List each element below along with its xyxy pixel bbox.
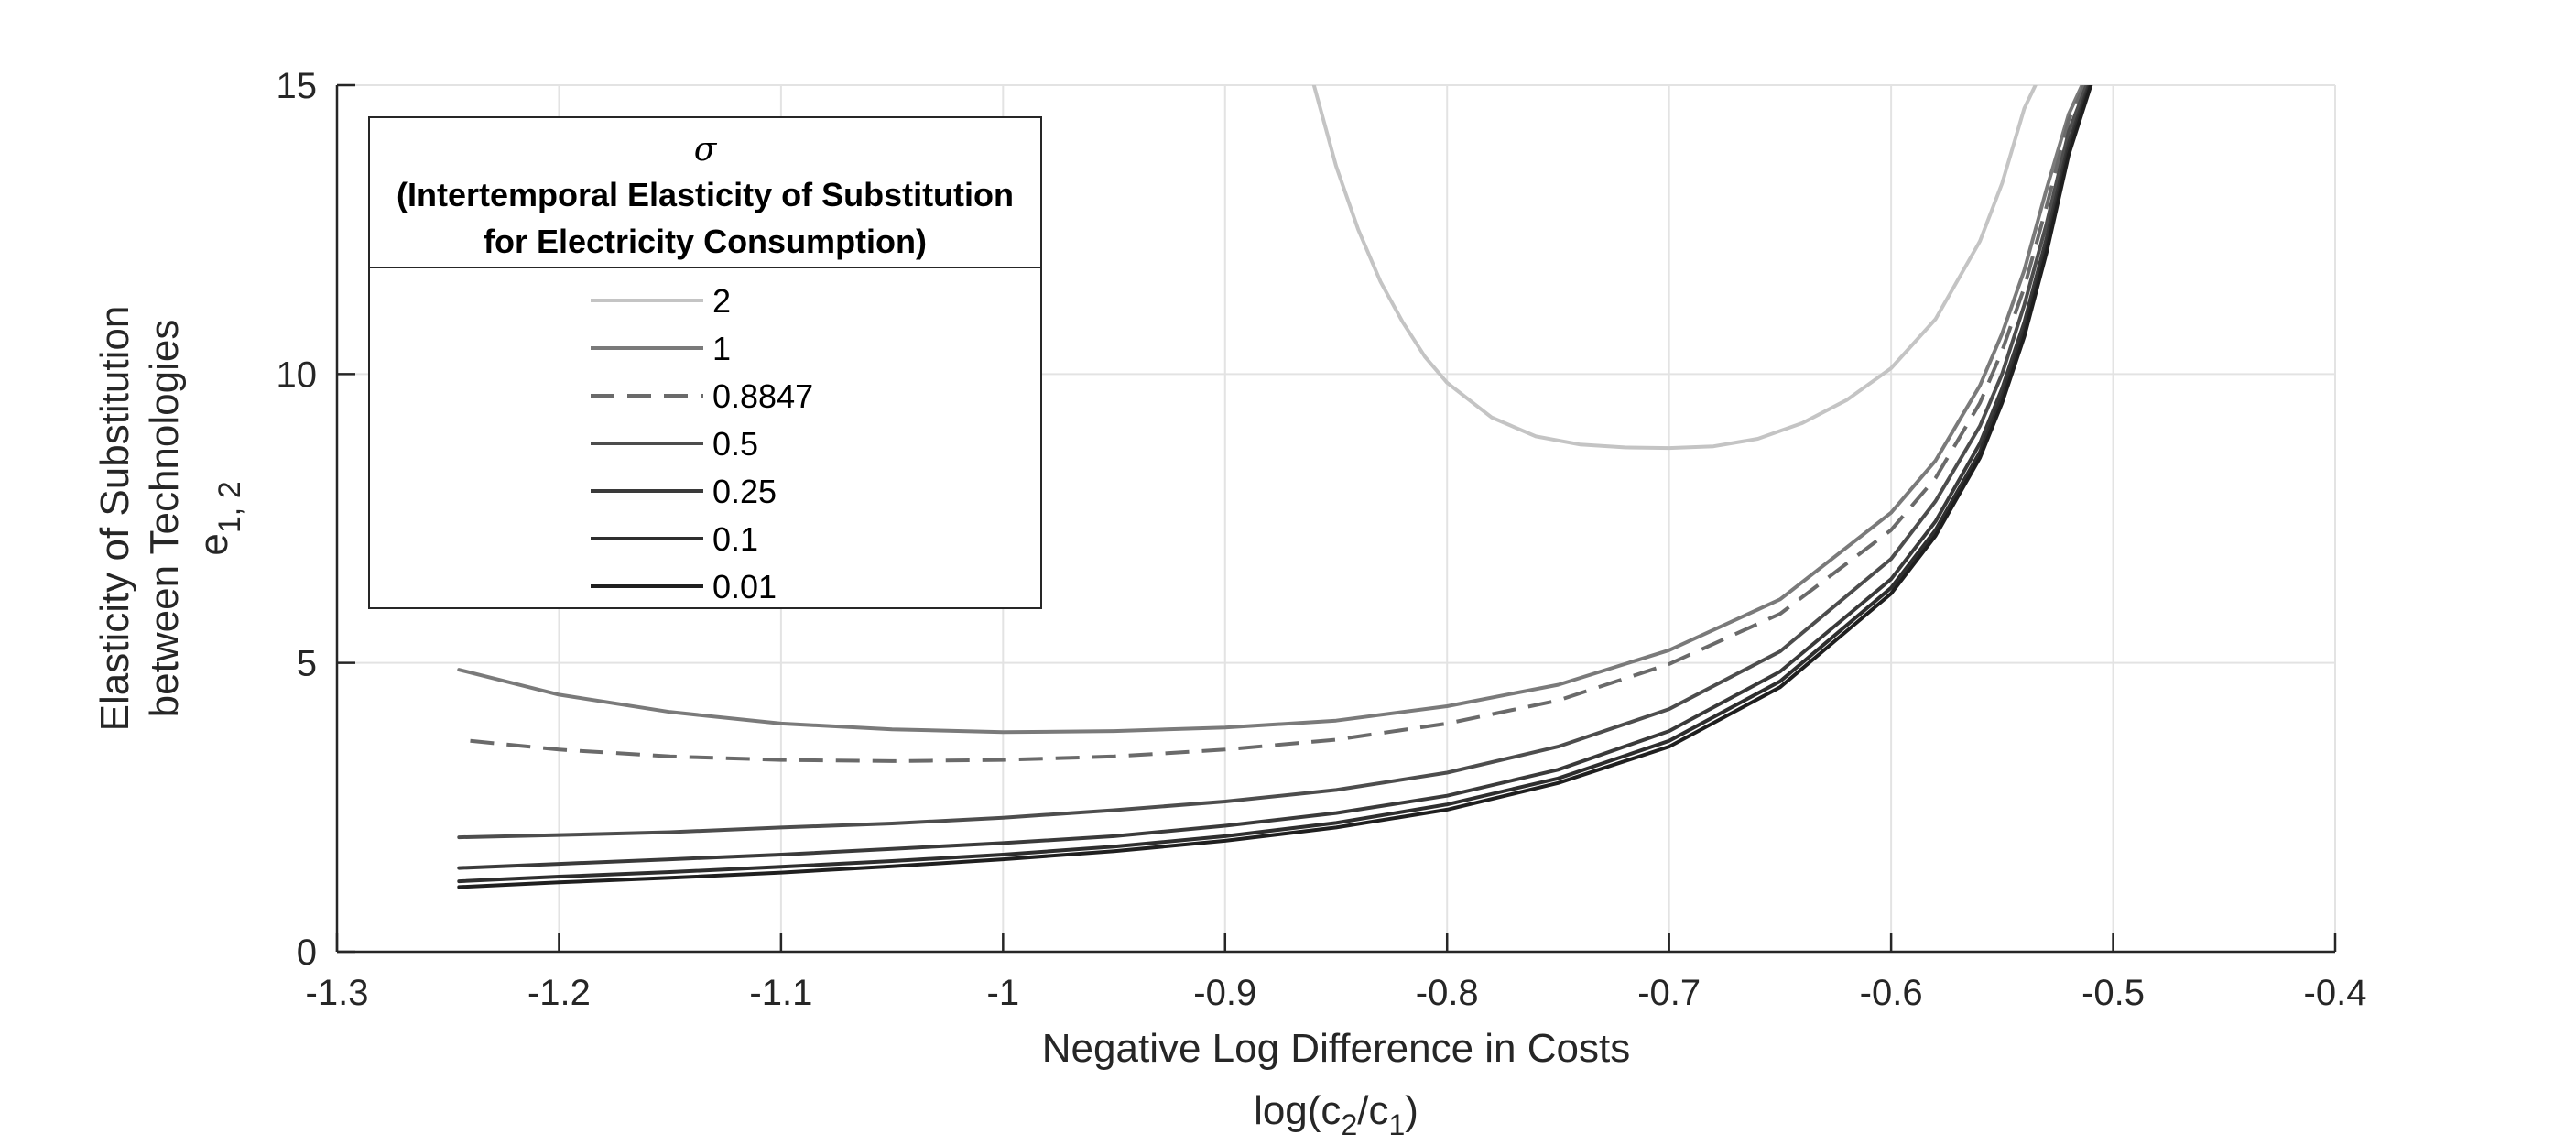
y-tick-label-3: 15: [277, 66, 318, 106]
series-line-0_25: [457, 85, 2091, 870]
legend-label-4: 0.25: [712, 473, 777, 510]
x-tick-label-3: -1: [987, 973, 1020, 1013]
x-tick-label-9: -0.4: [2304, 973, 2367, 1013]
y-axis-label: Elasticity of Substitution between Techn…: [92, 306, 247, 732]
legend-entries: 2 1 0.8847 0.5 0.25 0.1 0.01: [591, 282, 813, 605]
legend: σ (Intertemporal Elasticity of Substitut…: [368, 116, 1042, 609]
y-tick-label-0: 0: [297, 932, 317, 973]
y-axis-label-line2: between Technologies: [142, 320, 187, 718]
series-group: [457, 85, 2093, 889]
series-line-2: [1311, 85, 2038, 451]
x-tick-label-2: -1.1: [749, 973, 812, 1013]
x-axis-label: Negative Log Difference in Costs: [1042, 1026, 1630, 1071]
legend-box: [368, 116, 1042, 609]
legend-title-line2: for Electricity Consumption): [484, 223, 927, 260]
x-tick-label-6: -0.7: [1637, 973, 1701, 1013]
series-line-1: [457, 85, 2084, 735]
series-line-0_5: [457, 85, 2089, 840]
y-axis-label-line1: Elasticity of Substitution: [92, 306, 137, 732]
legend-title-line1: (Intertemporal Elasticity of Substitutio…: [397, 176, 1014, 213]
x-tick-label-4: -0.9: [1193, 973, 1256, 1013]
x-axis-label-formula: log(c2/c1): [1254, 1088, 1418, 1141]
legend-label-1: 1: [712, 330, 731, 367]
legend-title-symbol: σ: [694, 131, 718, 169]
x-tick-label-0: -1.3: [306, 973, 369, 1013]
legend-label-6: 0.01: [712, 568, 777, 605]
legend-label-5: 0.1: [712, 520, 758, 558]
x-tick-label-5: -0.8: [1416, 973, 1479, 1013]
x-tick-label-7: -0.6: [1860, 973, 1923, 1013]
x-tick-label-8: -0.5: [2081, 973, 2145, 1013]
legend-label-0: 2: [712, 282, 731, 320]
axes: [335, 85, 2335, 954]
x-tick-label-1: -1.2: [527, 973, 591, 1013]
series-line-0_01: [457, 85, 2093, 889]
y-axis-label-line3: e1, 2: [191, 481, 247, 555]
legend-label-2: 0.8847: [712, 377, 813, 415]
y-tick-label-2: 10: [277, 354, 318, 395]
series-line-0_8847: [470, 85, 2086, 763]
tick-labels: -1.3 -1.2 -1.1 -1 -0.9 -0.8 -0.7 -0.6 -0.5 -0.4 0 5…: [277, 66, 2367, 1013]
legend-label-3: 0.5: [712, 425, 758, 463]
y-tick-label-1: 5: [297, 644, 317, 684]
